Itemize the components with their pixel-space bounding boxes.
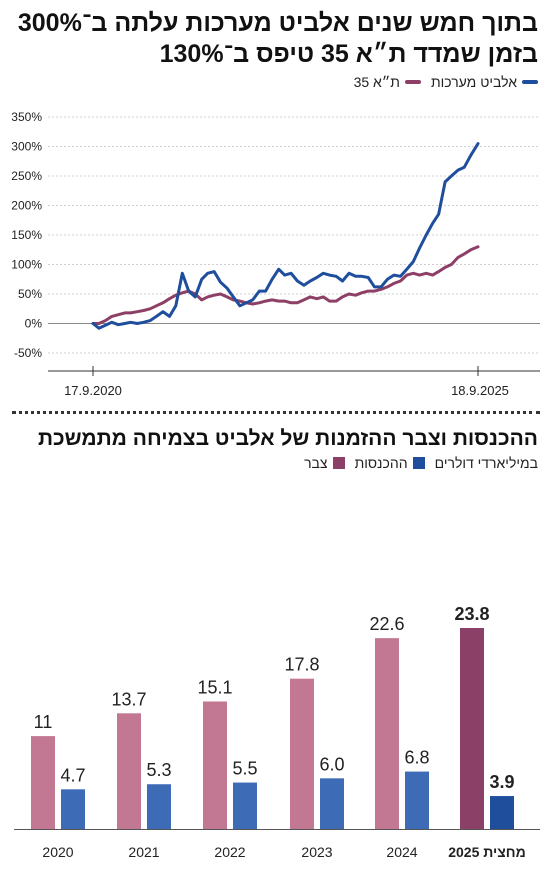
bar-revenue	[233, 782, 257, 829]
category-label: 2022	[214, 844, 245, 860]
bar-revenue	[61, 789, 85, 829]
bar-revenue	[320, 778, 344, 829]
data-label-revenue: 3.9	[489, 772, 514, 792]
legend-label-revenue: ההכנסות	[354, 455, 408, 471]
y-tick-label: 250%	[11, 169, 42, 183]
line-chart: -50% 0% 50% 100% 150% 200% 250% 300% 350% 17.9.20…	[11, 110, 540, 398]
legend-item-ta35: ת״א 35	[354, 74, 421, 90]
series-line-elbit	[91, 142, 480, 330]
data-label-backlog: 17.8	[284, 655, 319, 675]
data-label-revenue: 6.8	[404, 748, 429, 768]
y-tick-label: -50%	[14, 346, 42, 360]
category-label: 2021	[128, 844, 159, 860]
line-chart-legend: אלביט מערכות ת״א 35	[354, 74, 538, 90]
legend-swatch-elbit	[522, 80, 538, 84]
bar-revenue	[490, 796, 514, 829]
bar-backlog	[375, 638, 399, 829]
legend-label-ta35: ת״א 35	[353, 74, 400, 90]
y-tick-label: 0%	[25, 317, 43, 331]
legend-item-revenue: ההכנסות	[355, 455, 425, 471]
legend-item-backlog: צבר	[304, 455, 345, 471]
bar-revenue	[405, 771, 429, 829]
line-chart-title: בתוך חמש שנים אלביט מערכות עלתה ב־300% ב…	[17, 9, 538, 68]
data-label-backlog: 22.6	[369, 614, 404, 634]
legend-swatch-revenue	[412, 457, 425, 469]
y-tick-label: 300%	[11, 140, 42, 154]
legend-label-backlog: צבר	[304, 455, 328, 471]
legend-item-elbit: אלביט מערכות	[431, 74, 538, 90]
bar-backlog	[460, 628, 484, 829]
data-label-backlog: 11	[34, 712, 53, 732]
category-label: 2024	[386, 844, 417, 860]
data-label-revenue: 5.5	[232, 759, 257, 779]
bar-chart-title: ההכנסות וצבר ההזמנות של אלביט בצמיחה מתמ…	[37, 427, 538, 450]
bar-revenue	[147, 784, 171, 829]
data-label-backlog: 15.1	[197, 677, 232, 697]
y-tick-label: 350%	[11, 110, 42, 124]
data-label-backlog: 13.7	[111, 689, 146, 709]
data-label-revenue: 6.0	[319, 754, 344, 774]
data-label-revenue: 5.3	[146, 760, 171, 780]
legend-swatch-ta35	[404, 80, 421, 84]
legend-label-elbit: אלביט מערכות	[430, 74, 517, 90]
category-label: מחצית 2025	[448, 844, 526, 860]
bar-backlog	[290, 678, 314, 829]
bar-backlog	[117, 713, 141, 829]
y-tick-label: 50%	[18, 287, 42, 301]
data-label-backlog: 23.8	[454, 604, 489, 624]
bar-chart: 11 4.7 2020 13.7 5.3 2021 15.1 5.5 2022 17.8 6.0 20…	[14, 604, 540, 860]
bar-chart-legend: במיליארדי דולרים ההכנסות צבר	[304, 455, 538, 471]
bar-backlog	[31, 736, 55, 829]
y-tick-label: 100%	[11, 258, 42, 272]
x-tick-label: 17.9.2020	[64, 383, 122, 398]
series-line-ta35	[91, 245, 480, 325]
data-label-revenue: 4.7	[60, 765, 85, 785]
y-tick-label: 200%	[11, 199, 42, 213]
bar-backlog	[203, 701, 227, 829]
legend-unit: במיליארדי דולרים	[434, 455, 538, 471]
category-label: 2023	[301, 844, 332, 860]
category-label: 2020	[42, 844, 73, 860]
section-divider	[12, 411, 540, 414]
y-tick-label: 150%	[11, 228, 42, 242]
x-tick-label: 18.9.2025	[451, 383, 509, 398]
legend-swatch-backlog	[332, 457, 345, 469]
